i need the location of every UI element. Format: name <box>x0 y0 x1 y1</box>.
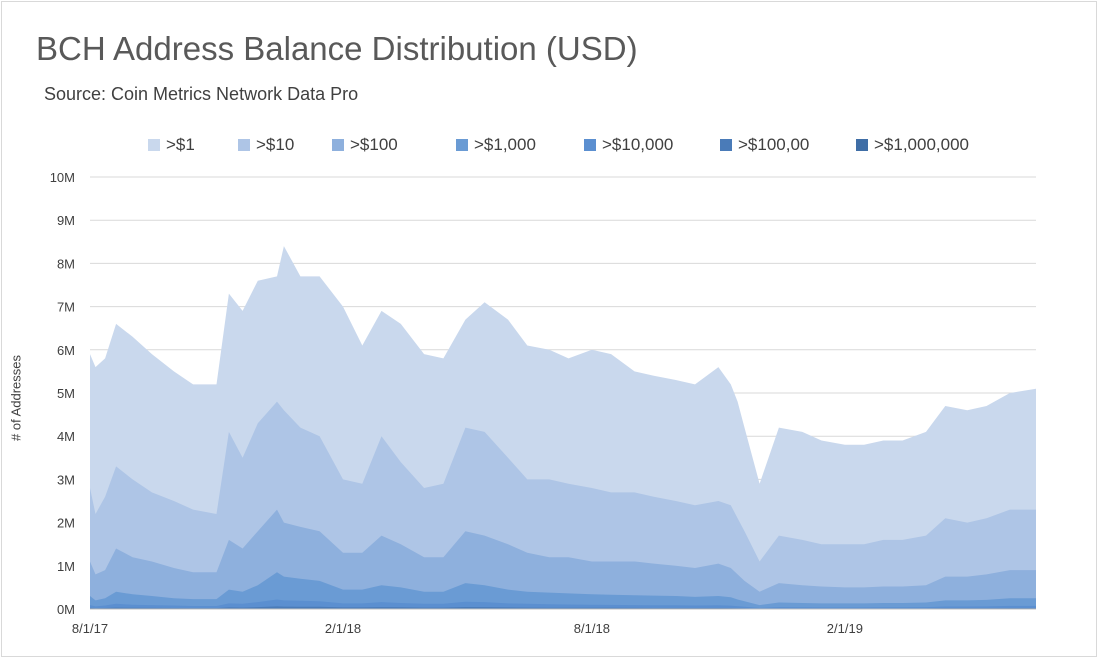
y-tick-label: 9M <box>57 213 75 228</box>
legend-swatch <box>456 139 468 151</box>
legend-item: >$100 <box>332 134 398 156</box>
y-tick-label: 8M <box>57 256 75 271</box>
legend-label: >$1 <box>166 135 195 154</box>
y-tick-label: 10M <box>50 170 75 185</box>
legend-item: >$10,000 <box>584 134 673 156</box>
y-tick-label: 3M <box>57 472 75 487</box>
y-tick-label: 6M <box>57 343 75 358</box>
legend-item: >$1,000 <box>456 134 536 156</box>
x-tick-label: 8/1/17 <box>72 621 108 636</box>
legend-swatch <box>584 139 596 151</box>
x-tick-label: 2/1/18 <box>325 621 361 636</box>
legend-swatch <box>856 139 868 151</box>
chart-title: BCH Address Balance Distribution (USD) <box>36 30 638 67</box>
y-tick-label: 1M <box>57 559 75 574</box>
area-series <box>90 606 1036 609</box>
legend-swatch <box>238 139 250 151</box>
x-tick-label: 8/1/18 <box>574 621 610 636</box>
y-tick-label: 2M <box>57 516 75 531</box>
y-tick-label: 7M <box>57 300 75 315</box>
legend-item: >$10 <box>238 134 294 156</box>
x-tick-label: 2/1/19 <box>827 621 863 636</box>
legend-swatch <box>332 139 344 151</box>
legend-label: >$1,000,000 <box>874 135 970 154</box>
legend-item: >$1 <box>148 134 195 156</box>
area-series <box>90 572 1036 609</box>
y-tick-label: 4M <box>57 429 75 444</box>
y-tick-label: 5M <box>57 386 75 401</box>
chart-legend: >$1 >$10 >$100 >$1,000 >$10,000 >$100,00 >$1,0… <box>0 134 1100 156</box>
legend-label: >$10,000 <box>602 135 674 154</box>
legend-label: >$1,000 <box>474 135 536 154</box>
y-axis-label: # of Addresses <box>8 355 24 441</box>
legend-label: >$100,00 <box>738 135 810 154</box>
legend-label: >$10 <box>256 135 295 154</box>
legend-item: >$1,000,000 <box>856 134 969 156</box>
chart-subtitle: Source: Coin Metrics Network Data Pro <box>44 84 359 104</box>
legend-item: >$100,00 <box>720 134 809 156</box>
legend-swatch <box>148 139 160 151</box>
y-tick-label: 0M <box>57 602 75 617</box>
area-series <box>90 599 1036 609</box>
legend-label: >$100 <box>350 135 398 154</box>
legend-swatch <box>720 139 732 151</box>
